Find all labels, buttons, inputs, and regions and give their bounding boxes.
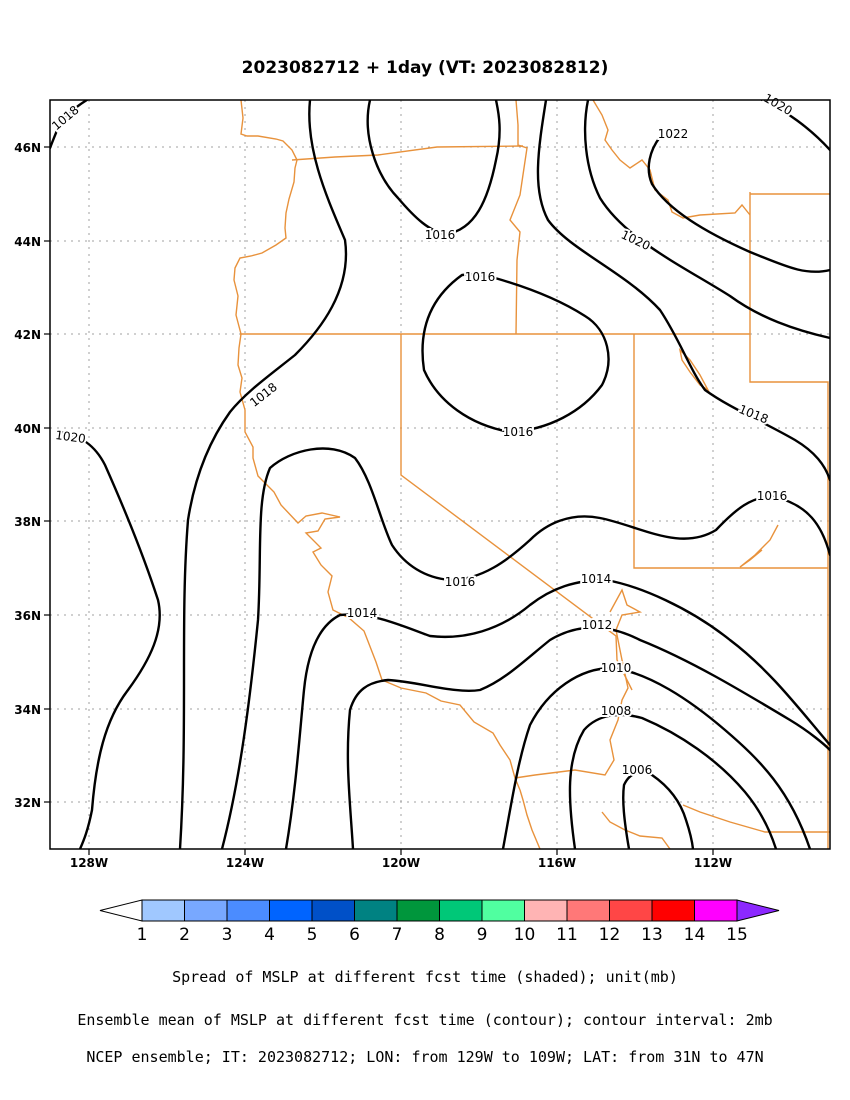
washington-oregon-border bbox=[291, 145, 524, 161]
colorbar-tick-label: 10 bbox=[514, 925, 536, 945]
map-title: 2023082712 + 1day (VT: 2023082812) bbox=[241, 58, 609, 78]
contour-1012 bbox=[346, 626, 830, 849]
contour-1018 bbox=[178, 100, 830, 849]
contour-1008 bbox=[568, 713, 778, 849]
contour-label: 1016 bbox=[465, 270, 496, 284]
montana-idaho-line bbox=[592, 100, 751, 219]
contour-1018-nw bbox=[50, 100, 90, 150]
colorbar-box bbox=[226, 899, 270, 922]
baja-coast bbox=[519, 789, 541, 849]
contour-1016-oval bbox=[421, 273, 610, 434]
plot-frame bbox=[49, 99, 831, 850]
lon-label: 124W bbox=[226, 856, 264, 870]
mexico-border bbox=[682, 804, 830, 833]
colorbar-tick-label: 8 bbox=[434, 925, 445, 945]
contour-1006 bbox=[622, 771, 695, 849]
contour-label: 1020 bbox=[619, 228, 653, 254]
contour-label: 1012 bbox=[582, 618, 613, 632]
lon-label: 112W bbox=[694, 856, 732, 870]
contour-1020-north bbox=[583, 100, 830, 340]
colorbar-box bbox=[566, 899, 610, 922]
colorado-river bbox=[514, 588, 643, 779]
nevada-utah-border bbox=[633, 334, 828, 569]
lake-powell bbox=[739, 524, 779, 568]
colorbar: 1 2 3 4 5 6 7 8 9 10 11 12 13 14 15 bbox=[99, 899, 780, 945]
contour-label: 1016 bbox=[503, 425, 534, 439]
colorbar-box bbox=[269, 899, 313, 922]
contour-label: 1020 bbox=[761, 91, 794, 118]
contour-1016-north bbox=[366, 100, 501, 236]
lat-label: 46N bbox=[14, 141, 41, 155]
contour-1016-south bbox=[220, 447, 830, 849]
idaho-wyoming-border bbox=[749, 192, 829, 849]
contour-label: 1022 bbox=[658, 127, 689, 141]
contour-label: 1018 bbox=[737, 402, 771, 426]
contour-label: 1008 bbox=[601, 704, 632, 718]
caption-shading: Spread of MSLP at different fcst time (s… bbox=[172, 968, 678, 986]
lat-label: 32N bbox=[14, 796, 41, 810]
axis-ticks bbox=[44, 146, 714, 855]
mslp-contours bbox=[50, 100, 830, 849]
colorbar-box bbox=[694, 899, 738, 922]
lon-label: 116W bbox=[538, 856, 576, 870]
gridlines bbox=[50, 100, 830, 849]
colorbar-tick-label: 14 bbox=[684, 925, 706, 945]
contour-1010 bbox=[501, 666, 812, 849]
colorbar-box bbox=[481, 899, 525, 922]
colorbar-box bbox=[609, 899, 653, 922]
contour-label: 1010 bbox=[601, 661, 632, 675]
colorbar-tick-label: 4 bbox=[264, 925, 275, 945]
colorbar-box bbox=[184, 899, 228, 922]
colorbar-tick-label: 9 bbox=[477, 925, 488, 945]
colorbar-high-arrow bbox=[736, 899, 780, 922]
contour-1014 bbox=[284, 578, 830, 849]
contour-1020-west bbox=[58, 430, 161, 849]
caption-source: NCEP ensemble; IT: 2023082712; LON: from… bbox=[86, 1048, 764, 1066]
contour-label: 1014 bbox=[347, 606, 378, 620]
colorbar-box bbox=[439, 899, 483, 922]
colorbar-box bbox=[311, 899, 355, 922]
lat-label: 44N bbox=[14, 235, 41, 249]
contour-label: 1016 bbox=[757, 489, 788, 503]
colorbar-tick-label: 7 bbox=[392, 925, 403, 945]
colorbar-low-arrow bbox=[99, 899, 143, 922]
colorbar-tick-label: 12 bbox=[599, 925, 621, 945]
lat-label: 36N bbox=[14, 609, 41, 623]
colorbar-tick-label: 1 bbox=[137, 925, 148, 945]
lon-label: 120W bbox=[382, 856, 420, 870]
colorbar-box bbox=[354, 899, 398, 922]
colorbar-tick-label: 6 bbox=[349, 925, 360, 945]
contour-label: 1006 bbox=[622, 763, 653, 777]
pacific-coastline bbox=[233, 100, 521, 791]
colorbar-tick-label: 5 bbox=[307, 925, 318, 945]
colorbar-box bbox=[396, 899, 440, 922]
contour-label: 1016 bbox=[425, 228, 456, 242]
lat-label: 42N bbox=[14, 328, 41, 342]
caption-contours: Ensemble mean of MSLP at different fcst … bbox=[77, 1011, 773, 1029]
colorbar-box bbox=[524, 899, 568, 922]
gulf-of-california bbox=[601, 811, 671, 849]
colorbar-tick-label: 2 bbox=[179, 925, 190, 945]
colorbar-tick-label: 11 bbox=[556, 925, 578, 945]
lat-label: 38N bbox=[14, 515, 41, 529]
geographic-boundaries bbox=[233, 100, 830, 849]
contour-label: 1016 bbox=[445, 575, 476, 589]
oregon-idaho-border bbox=[509, 100, 528, 335]
colorbar-tick-label: 3 bbox=[222, 925, 233, 945]
colorbar-tick-label: 13 bbox=[641, 925, 663, 945]
lat-label: 40N bbox=[14, 422, 41, 436]
contour-label: 1014 bbox=[581, 572, 612, 586]
contour-label: 1018 bbox=[247, 380, 280, 410]
colorbar-tick-label: 15 bbox=[726, 925, 748, 945]
contour-1022 bbox=[647, 135, 830, 273]
lat-label: 34N bbox=[14, 703, 41, 717]
contour-label: 1020 bbox=[54, 428, 86, 446]
lon-label: 128W bbox=[70, 856, 108, 870]
colorbar-box bbox=[141, 899, 185, 922]
colorbar-box bbox=[651, 899, 695, 922]
